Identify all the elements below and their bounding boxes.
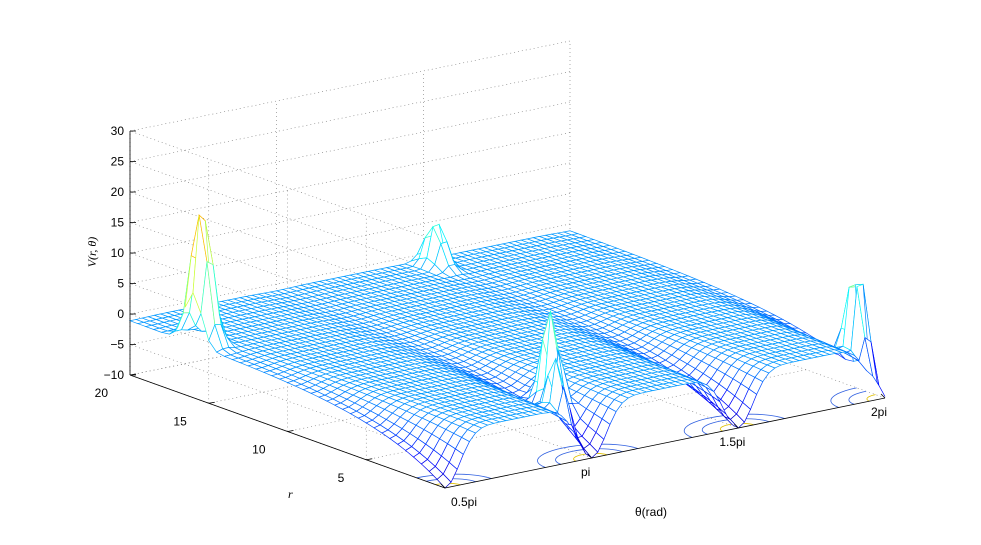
- z-tick-label: −10: [104, 368, 125, 382]
- grid-line: [129, 40, 571, 132]
- theta-tick: [587, 453, 592, 459]
- theta-tick-label: 2pi: [871, 405, 887, 419]
- theta-tick-label: 0.5pi: [451, 495, 477, 509]
- z-tick-label: 30: [111, 124, 125, 138]
- contour-line: [830, 387, 857, 408]
- surface-mesh: [128, 214, 886, 489]
- theta-tick: [440, 483, 446, 489]
- contour-line: [701, 418, 770, 435]
- r-tick-label: 5: [338, 471, 345, 485]
- grid-line: [129, 101, 571, 193]
- grid-line: [129, 132, 571, 223]
- r-tick-labels: 5 10 15 20: [95, 373, 373, 485]
- r-axis-label: r: [288, 487, 293, 501]
- r-tick: [129, 373, 137, 376]
- z-tick-label: 15: [111, 216, 125, 230]
- contour-projection: [416, 387, 876, 486]
- z-tick-label: −5: [110, 338, 124, 352]
- z-tick-label: 25: [111, 155, 125, 169]
- contour-line: [555, 448, 623, 465]
- z-tick-label: 10: [111, 246, 125, 260]
- grid-line: [129, 71, 571, 162]
- theta-tick-labels: 0.5pi pi 1.5pi 2pi: [440, 393, 887, 509]
- r-tick-label: 10: [252, 443, 266, 457]
- grid-line: [129, 161, 446, 275]
- z-axis-label: V(r, θ): [85, 237, 99, 268]
- z-tick-label: 20: [111, 185, 125, 199]
- theta-tick-label: pi: [581, 465, 590, 479]
- theta-tick: [880, 393, 886, 399]
- z-tick-label: 5: [117, 277, 124, 291]
- contour-line: [848, 390, 867, 405]
- theta-tick-label: 1.5pi: [719, 435, 745, 449]
- contour-line: [866, 394, 876, 402]
- theta-axis-line: [444, 397, 886, 489]
- r-tick: [208, 401, 215, 404]
- r-tick: [366, 458, 373, 461]
- r-tick-label: 20: [95, 386, 109, 400]
- grid-line: [129, 223, 571, 315]
- grid-line: [129, 162, 571, 254]
- grid-line: [129, 193, 571, 284]
- contour-line: [426, 478, 476, 483]
- z-tick-labels: −10 −5 0 5 10 15 20 25 30: [104, 124, 136, 382]
- surface-cell: [870, 341, 886, 397]
- contour-line: [573, 452, 608, 462]
- theta-tick: [734, 423, 739, 429]
- r-tick: [287, 430, 294, 432]
- contour-line: [683, 413, 785, 438]
- z-tick-label: 0: [117, 307, 124, 321]
- theta-axis-label: θ(rad): [635, 505, 667, 519]
- contour-line: [719, 422, 754, 432]
- contour-line: [416, 473, 492, 479]
- r-tick-label: 15: [173, 414, 187, 428]
- contour-line: [537, 443, 638, 468]
